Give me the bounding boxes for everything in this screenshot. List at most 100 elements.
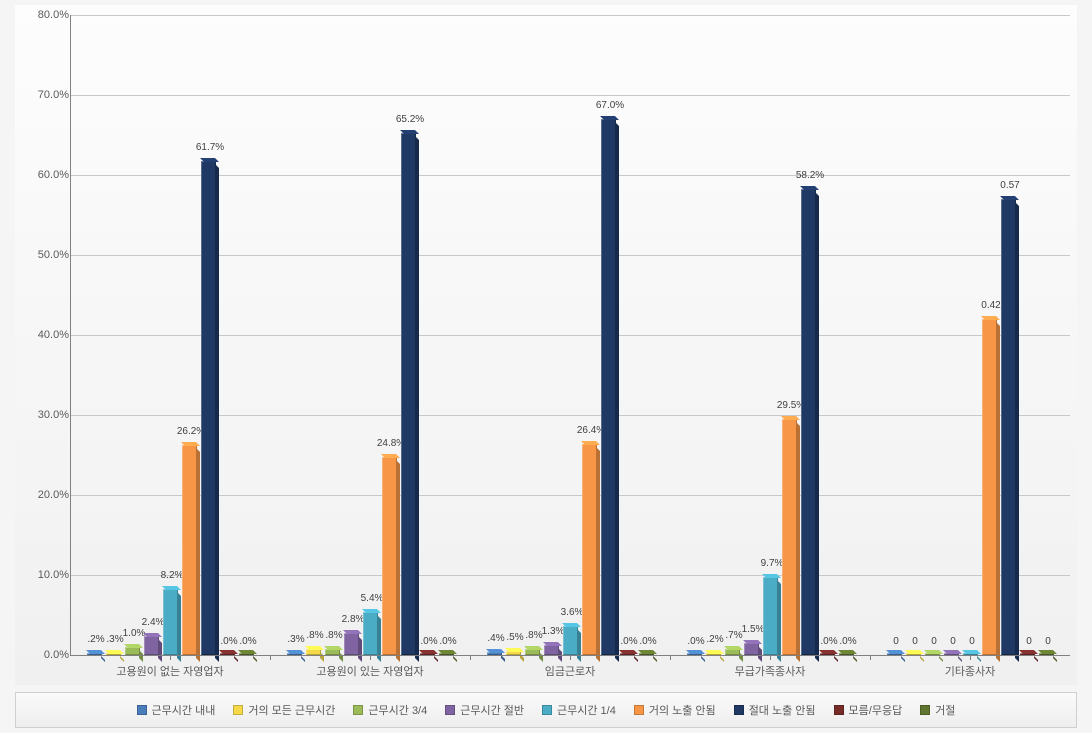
bar-value-label: 61.7% xyxy=(196,142,224,153)
bar xyxy=(401,133,416,655)
y-axis xyxy=(70,15,71,655)
gridline xyxy=(70,495,1070,496)
bar-value-label: .0% xyxy=(820,636,837,647)
x-separator-tick xyxy=(670,655,671,660)
legend-label: 근무시간 내내 xyxy=(152,702,216,718)
legend-item: 절대 노출 안됨 xyxy=(734,702,816,718)
y-tick-label: 20.0% xyxy=(29,489,69,501)
gridline xyxy=(70,335,1070,336)
legend-label: 근무시간 3/4 xyxy=(368,702,427,718)
legend-item: 거의 노출 안됨 xyxy=(634,702,716,718)
x-tick xyxy=(570,655,571,660)
legend-swatch xyxy=(233,705,243,715)
legend-item: 근무시간 절반 xyxy=(445,702,524,718)
bar-value-label: .8% xyxy=(306,630,323,641)
bar-value-label: .5% xyxy=(506,632,523,643)
legend-item: 근무시간 1/4 xyxy=(542,702,616,718)
bar-value-label: .7% xyxy=(725,630,742,641)
bar-value-label: .3% xyxy=(287,634,304,645)
x-separator-tick xyxy=(870,655,871,660)
legend-swatch xyxy=(734,705,744,715)
bar xyxy=(182,445,197,655)
bar xyxy=(1001,199,1016,655)
legend-label: 모름/무응답 xyxy=(849,702,903,718)
bar-value-label: 3.6% xyxy=(561,607,584,618)
bar-chart: .2%.3%1.0%2.4%8.2%26.2%61.7%.0%.0%.3%.8%… xyxy=(15,5,1077,685)
bar-value-label: 0 xyxy=(950,636,956,647)
bar-value-label: 58.2% xyxy=(796,170,824,181)
legend-label: 근무시간 절반 xyxy=(460,702,524,718)
legend-label: 절대 노출 안됨 xyxy=(749,702,816,718)
legend-label: 거절 xyxy=(935,702,955,718)
bar xyxy=(563,626,578,655)
bar-value-label: .0% xyxy=(439,636,456,647)
bar-value-label: 9.7% xyxy=(761,558,784,569)
bar-value-label: 0 xyxy=(931,636,937,647)
y-tick-label: 10.0% xyxy=(29,569,69,581)
bar xyxy=(125,647,140,655)
bar xyxy=(544,645,559,655)
legend-item: 거의 모든 근무시간 xyxy=(233,702,335,718)
bar-value-label: 67.0% xyxy=(596,100,624,111)
y-tick-label: 70.0% xyxy=(29,89,69,101)
legend-label: 근무시간 1/4 xyxy=(557,702,616,718)
bar xyxy=(582,444,597,655)
bar-value-label: 1.3% xyxy=(542,626,565,637)
bar-value-label: .8% xyxy=(525,630,542,641)
bar xyxy=(744,643,759,655)
legend-swatch xyxy=(542,705,552,715)
legend: 근무시간 내내 거의 모든 근무시간 근무시간 3/4 근무시간 절반 근무시간 1/4… xyxy=(15,692,1077,728)
legend-swatch xyxy=(353,705,363,715)
bar-value-label: 0 xyxy=(1026,636,1032,647)
category-label: 무급가족종사자 xyxy=(735,663,806,679)
bar-value-label: 2.8% xyxy=(342,614,365,625)
gridline xyxy=(70,415,1070,416)
gridline xyxy=(70,175,1070,176)
bar xyxy=(982,319,997,655)
gridline xyxy=(70,15,1070,16)
bar-value-label: .2% xyxy=(87,634,104,645)
y-tick-label: 80.0% xyxy=(29,9,69,21)
legend-label: 거의 모든 근무시간 xyxy=(248,702,335,718)
bar xyxy=(201,161,216,655)
bar-value-label: .0% xyxy=(239,636,256,647)
bar xyxy=(601,119,616,655)
y-tick-label: 60.0% xyxy=(29,169,69,181)
category-label: 임금근로자 xyxy=(545,663,596,679)
legend-swatch xyxy=(634,705,644,715)
y-tick-label: 30.0% xyxy=(29,409,69,421)
bar xyxy=(782,419,797,655)
bar-value-label: .0% xyxy=(220,636,237,647)
bar-value-label: 0 xyxy=(912,636,918,647)
bar xyxy=(801,189,816,655)
legend-item: 근무시간 내내 xyxy=(137,702,216,718)
x-tick xyxy=(370,655,371,660)
bar-value-label: .2% xyxy=(706,634,723,645)
category-label: 기타종사자 xyxy=(945,663,996,679)
bar-value-label: 2.4% xyxy=(142,617,165,628)
bar-value-label: 8.2% xyxy=(161,570,184,581)
legend-label: 거의 노출 안됨 xyxy=(649,702,716,718)
bar xyxy=(763,577,778,655)
bar xyxy=(144,636,159,655)
bar-value-label: .0% xyxy=(687,636,704,647)
y-tick-label: 50.0% xyxy=(29,249,69,261)
bar-value-label: 65.2% xyxy=(396,114,424,125)
legend-swatch xyxy=(834,705,844,715)
bar-value-label: .0% xyxy=(620,636,637,647)
legend-swatch xyxy=(445,705,455,715)
bar-value-label: 0.57 xyxy=(1000,180,1019,191)
legend-swatch xyxy=(137,705,147,715)
legend-swatch xyxy=(920,705,930,715)
bar-value-label: .8% xyxy=(325,630,342,641)
bar xyxy=(344,633,359,655)
gridline xyxy=(70,95,1070,96)
bar xyxy=(382,457,397,655)
bar-value-label: 0 xyxy=(1045,636,1051,647)
category-label: 고용원이 없는 자영업자 xyxy=(116,663,223,679)
bar-value-label: .0% xyxy=(639,636,656,647)
x-separator-tick xyxy=(470,655,471,660)
legend-item: 거절 xyxy=(920,702,955,718)
bar-value-label: 0.42 xyxy=(981,300,1000,311)
gridline xyxy=(70,255,1070,256)
